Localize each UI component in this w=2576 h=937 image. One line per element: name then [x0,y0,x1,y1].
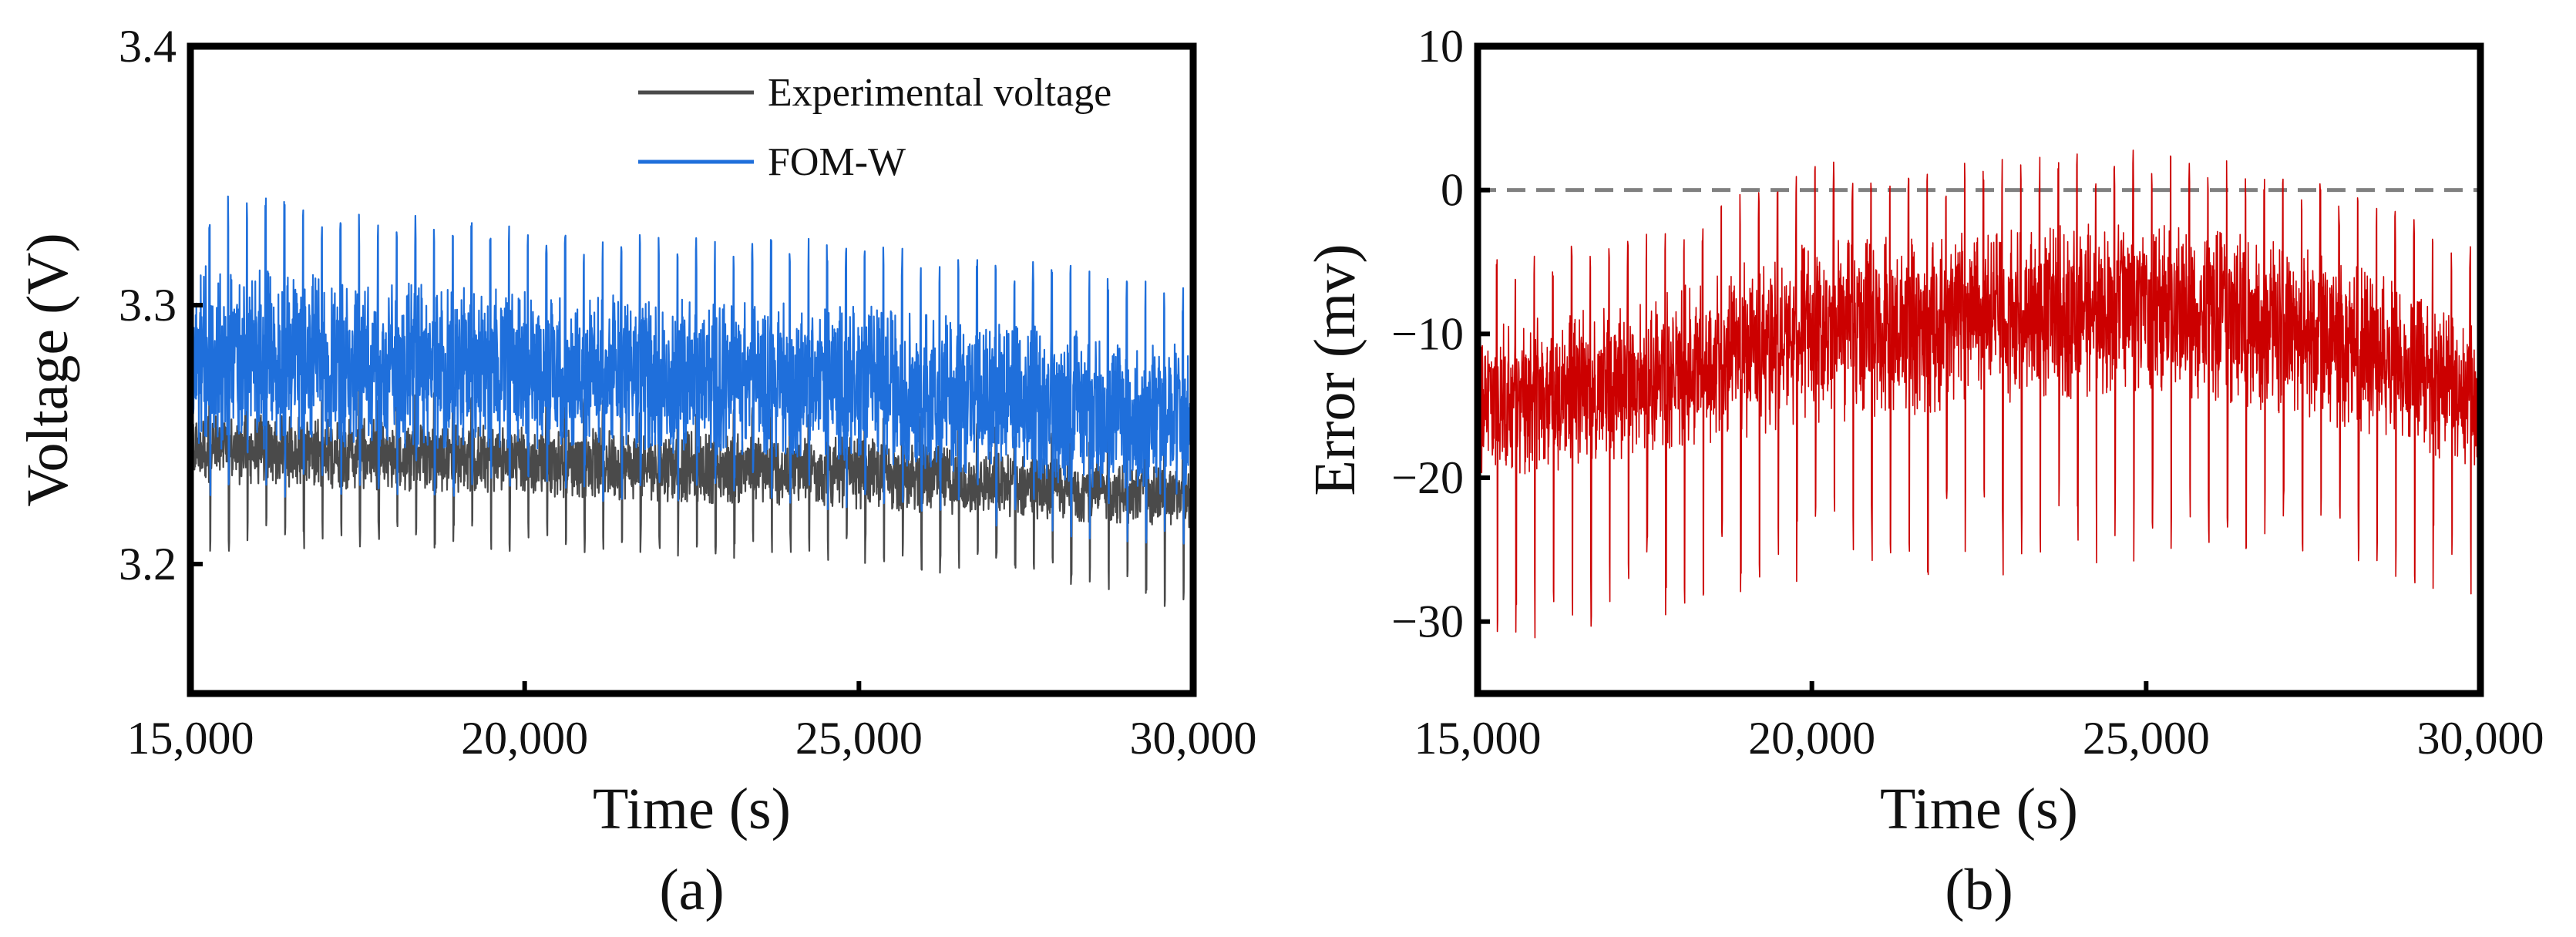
x-tick-label: 20,000 [461,713,588,764]
x-axis-title: Time (s) [593,777,791,841]
y-axis-title: Voltage (V) [15,233,80,506]
x-tick-label: 25,000 [2083,713,2210,764]
series-error-line [1478,149,2480,639]
y-tick-label: −10 [1391,308,1464,359]
x-tick-label: 20,000 [1748,713,1875,764]
x-tick-label: 15,000 [127,713,254,764]
plot-area [190,190,1193,607]
y-tick-label: −20 [1391,452,1464,503]
plot-area [1478,149,2480,639]
plot-frame [1474,42,2484,697]
x-tick-label: 30,000 [2417,713,2544,764]
y-tick-label: 3.2 [119,539,177,589]
plot-frame [187,42,1197,697]
x-axis-title: Time (s) [1880,777,2078,841]
y-tick-label: 10 [1417,21,1464,72]
y-tick-label: 0 [1441,165,1464,216]
panel-label: (a) [659,858,724,922]
chart-panel-a: 15,000 20,000 25,000 30,000 3.2 3.3 3.4 Time (s… [15,21,1257,922]
series-experimental-voltage-line [190,385,1193,607]
legend-label: FOM-W [768,140,906,184]
y-tick-label: 3.4 [119,21,177,72]
y-tick-label: 3.3 [119,280,177,331]
x-tick-label: 30,000 [1130,713,1257,764]
legend-label: Experimental voltage [768,71,1111,115]
x-tick-label: 15,000 [1414,713,1542,764]
x-tick-label: 25,000 [795,713,923,764]
chart-panel-b: 15,000 20,000 25,000 30,000 −30 −20 −10 0 10 Time… [1303,21,2544,922]
series-fom-w-line [190,190,1193,545]
y-tick-label: −30 [1391,596,1464,647]
y-axis-title: Error (mv) [1303,243,1367,495]
panel-label: (b) [1945,858,2013,922]
